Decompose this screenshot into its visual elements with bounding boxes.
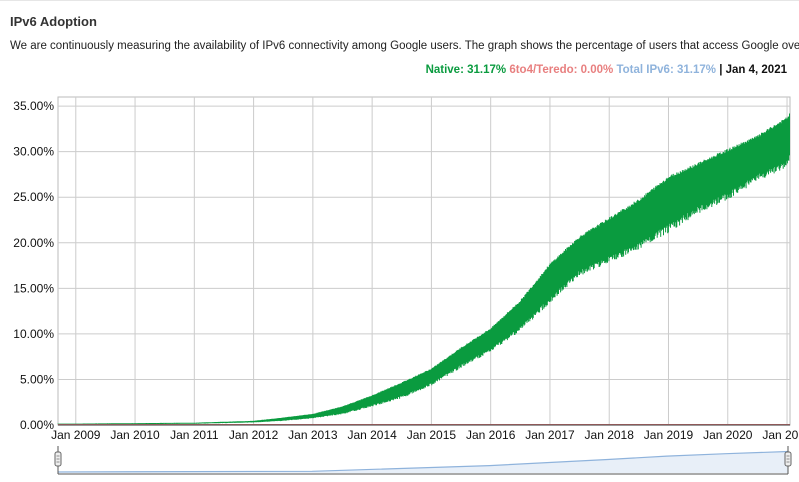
range-handle-right[interactable]: [784, 446, 792, 474]
y-tick-label: 15.00%: [13, 281, 54, 295]
x-tick-label: Jan 2015: [407, 428, 457, 442]
legend-date: Jan 4, 2021: [725, 64, 787, 76]
y-tick-label: 25.00%: [13, 190, 54, 204]
x-tick-label: Jan 2009: [51, 428, 101, 442]
x-tick-label: Jan 2017: [525, 428, 575, 442]
y-tick-label: 5.00%: [20, 372, 54, 386]
navigator-area: [58, 451, 788, 473]
x-tick-label: Jan 2021: [762, 428, 799, 442]
page-description: We are continuously measuring the availa…: [10, 40, 799, 52]
legend-native: Native: 31.17%: [425, 64, 507, 76]
top-divider: [0, 0, 799, 1]
x-tick-label: Jan 2018: [585, 428, 635, 442]
navigator-line: [57, 450, 789, 473]
series-native: [57, 113, 790, 425]
x-tick-label: Jan 2016: [466, 428, 516, 442]
chart-legend: Native: 31.17% 6to4/Teredo: 0.00% Total …: [426, 64, 787, 76]
x-tick-label: Jan 2011: [170, 428, 219, 442]
x-tick-label: Jan 2020: [703, 428, 753, 442]
y-tick-label: 10.00%: [13, 327, 54, 341]
x-tick-label: Jan 2013: [288, 428, 338, 442]
legend-teredo: 6to4/Teredo: 0.00%: [509, 64, 614, 76]
y-tick-label: 35.00%: [13, 99, 54, 113]
range-handle-left[interactable]: [54, 446, 62, 474]
legend-separator: |: [719, 64, 723, 76]
legend-total: Total IPv6: 31.17%: [616, 64, 716, 76]
y-tick-label: 20.00%: [13, 236, 54, 250]
y-tick-label: 30.00%: [13, 145, 54, 159]
page-title: IPv6 Adoption: [10, 14, 97, 29]
x-tick-label: Jan 2012: [229, 428, 279, 442]
x-tick-label: Jan 2019: [644, 428, 694, 442]
x-tick-label: Jan 2010: [110, 428, 160, 442]
y-tick-label: 0.00%: [20, 418, 54, 432]
x-tick-label: Jan 2014: [347, 428, 397, 442]
